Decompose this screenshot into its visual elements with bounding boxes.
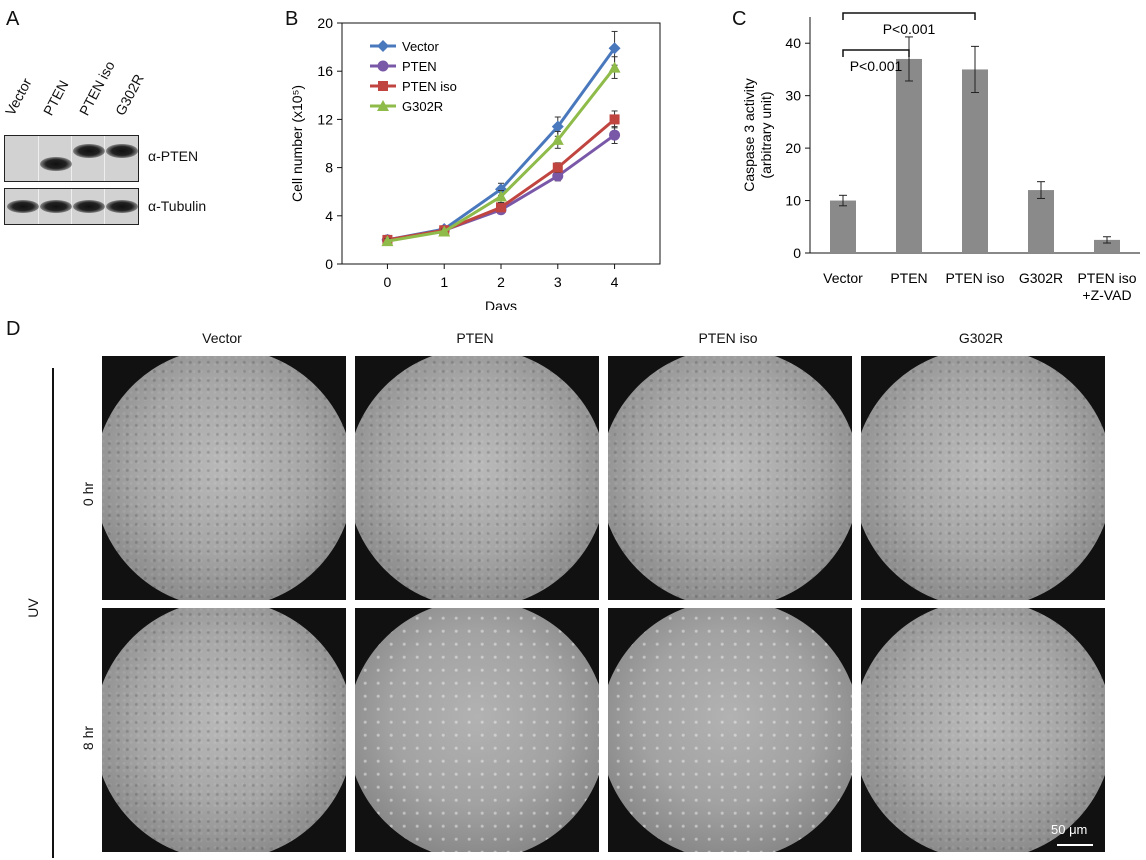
micrograph-0hr-pten <box>355 356 599 600</box>
panel-d-letter: D <box>6 318 21 340</box>
micrograph-8hr-pten <box>355 608 599 852</box>
data-point <box>496 202 506 213</box>
bar <box>830 200 856 253</box>
column-title: Vector <box>202 330 242 346</box>
data-point <box>609 129 621 141</box>
category-label: +Z-VAD <box>1082 287 1131 303</box>
tubulin-band <box>73 200 105 213</box>
scale-bar-label: 50 μm <box>1051 822 1088 837</box>
y-tick-label: 12 <box>317 111 333 127</box>
row-label-8hr: 8 hr <box>80 725 96 751</box>
data-point <box>377 40 389 52</box>
data-point <box>438 225 451 237</box>
significance-label: P<0.001 <box>883 21 936 37</box>
x-tick-label: 3 <box>554 274 562 290</box>
legend-label: PTEN <box>402 59 437 74</box>
bar <box>896 58 922 254</box>
caspase-bar-chart: 0 10 20 30 40 Caspase 3 activity (arbitrary un… <box>741 12 1140 303</box>
x-tick-label: 1 <box>440 274 448 290</box>
micrograph-8hr-vector <box>102 608 346 852</box>
category-label: Vector <box>823 270 863 286</box>
data-point <box>381 235 394 247</box>
micrograph-0hr-pten-iso <box>608 356 852 600</box>
panel-a-letter: A <box>6 8 20 30</box>
tubulin-band <box>7 200 39 213</box>
pten-band <box>73 144 105 158</box>
tubulin-band <box>106 200 138 213</box>
micrograph-8hr-pten-iso <box>608 608 852 852</box>
y-tick-label: 20 <box>317 15 333 31</box>
data-point <box>609 114 620 125</box>
y-tick-label: 0 <box>325 256 333 272</box>
series-g302r <box>381 56 621 247</box>
data-point <box>378 81 388 91</box>
column-title: PTEN iso <box>698 330 758 346</box>
legend-label: Vector <box>402 39 440 54</box>
blot-label-pten: α-PTEN <box>148 148 199 164</box>
legend-label: G302R <box>402 99 443 114</box>
significance-bracket <box>842 12 976 20</box>
uv-label: UV <box>25 598 41 618</box>
pten-blot <box>4 135 139 182</box>
data-point <box>608 42 621 55</box>
x-axis-label: Days <box>485 298 517 310</box>
data-point <box>495 190 507 202</box>
pten-band <box>106 144 138 158</box>
y-tick-label: 40 <box>785 35 801 51</box>
category-label: PTEN <box>890 270 927 286</box>
legend-label: PTEN iso <box>402 79 457 94</box>
y-tick-label: 20 <box>785 140 801 156</box>
bar <box>1028 190 1054 253</box>
data-point <box>377 60 389 72</box>
row-label-0hr: 0 hr <box>80 481 96 507</box>
bar <box>1094 239 1120 253</box>
micrograph-0hr-g302r <box>861 356 1105 600</box>
uv-bracket-line <box>52 368 54 858</box>
data-point <box>377 100 389 111</box>
y-tick-label: 4 <box>325 208 333 224</box>
y-axis-label: Cell number (x10⁵) <box>289 85 305 202</box>
significance-label: P<0.001 <box>850 58 903 74</box>
bar <box>962 69 988 253</box>
tubulin-blot <box>4 188 139 225</box>
micrograph-0hr-vector <box>102 356 346 600</box>
micrograph-8hr-g302r: 50 μm <box>861 608 1105 852</box>
category-label: G302R <box>1019 270 1063 286</box>
data-point <box>552 162 563 173</box>
x-tick-label: 0 <box>384 274 392 290</box>
x-tick-label: 2 <box>497 274 505 290</box>
y-tick-label: 10 <box>785 193 801 209</box>
y-axis-label: Caspase 3 activity <box>741 78 757 192</box>
data-point <box>551 133 564 145</box>
data-point <box>552 170 564 182</box>
y-axis-label: (arbitrary unit) <box>758 91 774 178</box>
lane-label: G302R <box>111 71 147 118</box>
series-pten-iso <box>382 110 620 245</box>
y-tick-label: 0 <box>793 245 801 261</box>
significance-bracket <box>842 49 910 57</box>
panel-b-letter: B <box>285 8 299 30</box>
panel-c-letter: C <box>732 8 747 30</box>
category-label: PTEN iso <box>1077 270 1136 286</box>
data-point <box>608 61 621 73</box>
y-tick-label: 16 <box>317 63 333 79</box>
blot-label-tubulin: α-Tubulin <box>148 198 207 214</box>
column-title: G302R <box>958 330 1004 346</box>
scale-bar <box>1057 844 1093 846</box>
y-tick-label: 8 <box>325 160 333 176</box>
series-line <box>387 118 616 242</box>
y-tick-label: 30 <box>785 88 801 104</box>
data-point <box>551 120 564 133</box>
category-label: PTEN iso <box>945 270 1004 286</box>
x-tick-label: 4 <box>611 274 619 290</box>
lane-label: Vector <box>1 75 35 118</box>
tubulin-band <box>40 200 72 213</box>
column-title: PTEN <box>456 330 494 346</box>
pten-band <box>40 157 72 171</box>
lane-label: PTEN <box>39 77 72 118</box>
